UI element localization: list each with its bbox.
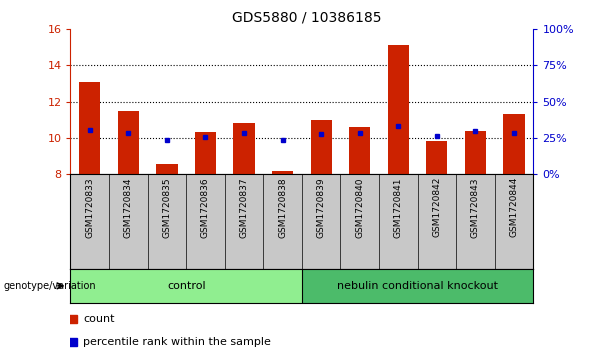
Text: GSM1720833: GSM1720833	[85, 177, 94, 238]
Text: control: control	[167, 281, 205, 291]
Text: count: count	[83, 314, 115, 323]
Text: nebulin conditional knockout: nebulin conditional knockout	[337, 281, 498, 291]
Bar	[387, 45, 409, 174]
Bar	[302, 269, 533, 303]
Text: GSM1720838: GSM1720838	[278, 177, 287, 238]
Text: GSM1720843: GSM1720843	[471, 177, 480, 237]
Text: genotype/variation: genotype/variation	[3, 281, 96, 291]
Bar	[79, 82, 101, 174]
Text: GSM1720841: GSM1720841	[394, 177, 403, 237]
Bar	[156, 164, 178, 174]
Text: GSM1720839: GSM1720839	[317, 177, 326, 238]
Text: GSM1720835: GSM1720835	[162, 177, 172, 238]
Text: GSM1720840: GSM1720840	[356, 177, 364, 237]
Text: percentile rank within the sample: percentile rank within the sample	[83, 337, 271, 347]
Bar	[503, 114, 525, 174]
Bar	[311, 120, 332, 174]
Text: GSM1720837: GSM1720837	[240, 177, 248, 238]
Bar	[272, 171, 293, 174]
Text: GSM1720834: GSM1720834	[124, 177, 133, 237]
Bar	[426, 140, 447, 174]
Text: GSM1720836: GSM1720836	[201, 177, 210, 238]
Bar	[195, 131, 216, 174]
Bar	[118, 111, 139, 174]
Text: GSM1720842: GSM1720842	[432, 177, 441, 237]
Bar	[70, 269, 302, 303]
Text: GSM1720844: GSM1720844	[509, 177, 519, 237]
Bar	[234, 123, 254, 174]
Bar	[349, 127, 370, 174]
Bar	[465, 131, 486, 174]
Text: GDS5880 / 10386185: GDS5880 / 10386185	[232, 11, 381, 25]
